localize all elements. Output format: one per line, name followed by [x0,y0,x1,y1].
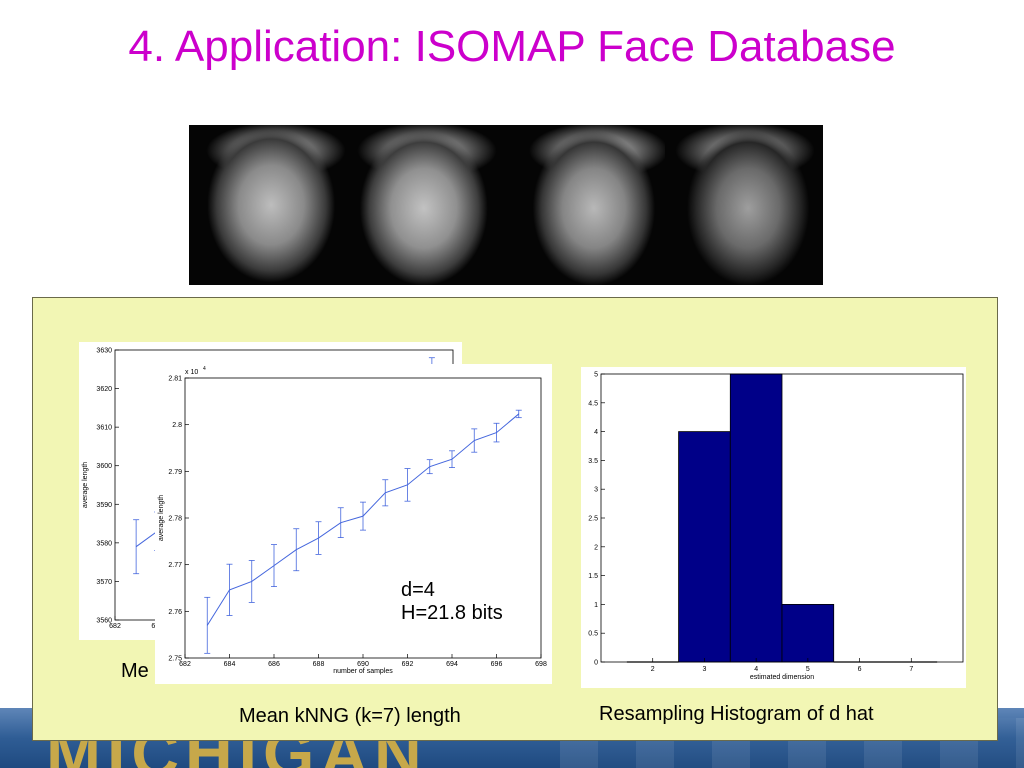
caption-histogram: Resampling Histogram of d hat [599,703,874,725]
y-axis-label: average length [82,462,89,508]
y-tick-label: 2.79 [168,469,182,476]
dimension-annotation: d=4 H=21.8 bits [401,579,503,625]
x-tick-label: 4 [754,666,758,673]
front-chart-svg: 2.75 2.76 2.77 2.78 2.79 2.8 2.81 682 684 686 688 6… [158,366,547,675]
y-exponent-label: x 10 [185,369,198,376]
annotation-entropy: H=21.8 bits [401,602,503,624]
x-tick-label: 682 [179,661,191,668]
y-tick-label: 3610 [96,425,112,432]
y-tick-label: 2 [594,544,598,551]
y-tick-label: 4.5 [588,400,598,407]
x-tick-label: 3 [702,666,706,673]
x-tick-label: 7 [909,666,913,673]
x-tick-label: 682 [109,623,121,630]
y-tick-label: 0.5 [588,631,598,638]
slide-title: 4. Application: ISOMAP Face Database [128,22,896,71]
y-tick-label: 2.77 [168,562,182,569]
face-image [666,125,824,285]
x-axis-label: number of samples [333,668,393,675]
x-tick-label: 2 [651,666,655,673]
y-tick-label: 2.8 [172,422,182,429]
x-tick-label: 6 [858,666,862,673]
x-axis-label: estimated dimension [750,674,814,681]
y-tick-label: 3620 [96,386,112,393]
x-tick-label: 684 [224,661,236,668]
face-images-strip [189,125,824,285]
histogram-bar [781,603,835,663]
caption-back-partial: Me [121,660,149,682]
y-tick-label: 4 [594,429,598,436]
y-tick-label: 3600 [96,463,112,470]
x-tick-label: 698 [535,661,547,668]
y-tick-label: 2.81 [168,376,182,383]
y-tick-label: 1 [594,602,598,609]
caption-front-chart: Mean kNNG (k=7) length [239,705,461,727]
y-exponent-power: 4 [203,366,206,372]
face-image [189,125,347,285]
y-tick-label: 1.5 [588,573,598,580]
y-tick-label: 0 [594,660,598,667]
x-tick-label: 690 [357,661,369,668]
annotation-dimension: d=4 [401,579,435,601]
y-axis-label: average length [158,495,165,541]
x-tick-label: 692 [402,661,414,668]
y-tick-label: 2.5 [588,516,598,523]
front-line-chart: 2.75 2.76 2.77 2.78 2.79 2.8 2.81 682 684 686 688 6… [155,364,552,684]
histogram-bar [678,431,731,663]
x-tick-label: 696 [491,661,503,668]
y-tick-label: 2.75 [168,656,182,663]
face-image [348,125,506,285]
y-tick-label: 3.5 [588,458,598,465]
histogram-svg: 0 0.5 1 1.5 2 2.5 3 3.5 4 4.5 5 2 3 4 5 6 7 estimated dim… [588,372,964,681]
results-panel: 35603570358035903600361036203630682684av… [32,297,998,741]
histogram-chart: 0 0.5 1 1.5 2 2.5 3 3.5 4 4.5 5 2 3 4 5 6 7 estimated dim… [581,367,966,688]
y-tick-label: 3 [594,487,598,494]
x-tick-label: 688 [313,661,325,668]
y-tick-label: 3590 [96,502,112,509]
x-tick-label: 694 [446,661,458,668]
y-tick-label: 2.76 [168,609,182,616]
histogram-bar [729,373,783,663]
face-image [507,125,665,285]
y-tick-label: 3560 [96,618,112,625]
x-tick-label: 686 [268,661,280,668]
y-tick-label: 3580 [96,540,112,547]
y-tick-label: 3570 [96,579,112,586]
y-tick-label: 3630 [96,348,112,355]
x-tick-label: 5 [806,666,810,673]
y-tick-label: 5 [594,372,598,379]
y-tick-label: 2.78 [168,516,182,523]
